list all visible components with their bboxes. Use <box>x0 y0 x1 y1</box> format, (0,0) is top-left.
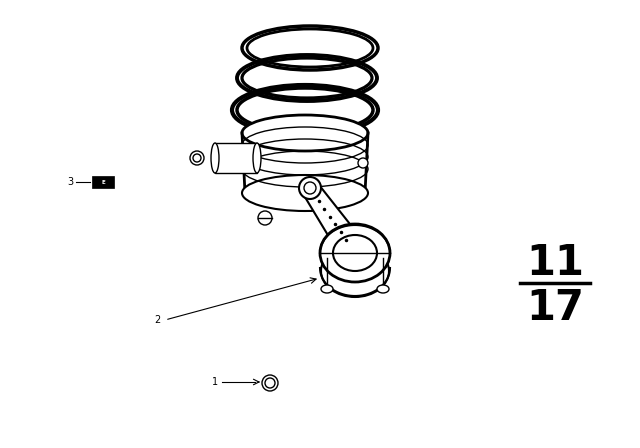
Text: 17: 17 <box>526 287 584 329</box>
Ellipse shape <box>377 285 389 293</box>
Text: 2: 2 <box>154 315 160 325</box>
Text: 1: 1 <box>212 377 218 387</box>
Ellipse shape <box>190 151 204 165</box>
Ellipse shape <box>299 177 321 199</box>
Ellipse shape <box>333 235 377 271</box>
Text: 3: 3 <box>67 177 73 187</box>
Ellipse shape <box>262 375 278 391</box>
Polygon shape <box>215 143 257 173</box>
Ellipse shape <box>320 224 390 282</box>
Ellipse shape <box>321 285 333 293</box>
Ellipse shape <box>265 378 275 388</box>
Ellipse shape <box>321 245 389 297</box>
Ellipse shape <box>358 158 368 168</box>
Ellipse shape <box>242 115 368 151</box>
Ellipse shape <box>242 175 368 211</box>
Ellipse shape <box>304 182 316 194</box>
Ellipse shape <box>193 154 201 162</box>
Ellipse shape <box>253 143 261 173</box>
FancyBboxPatch shape <box>92 176 114 188</box>
Text: E: E <box>101 180 105 185</box>
Ellipse shape <box>258 211 272 225</box>
Text: 11: 11 <box>526 242 584 284</box>
Ellipse shape <box>211 143 219 173</box>
Polygon shape <box>303 183 367 261</box>
